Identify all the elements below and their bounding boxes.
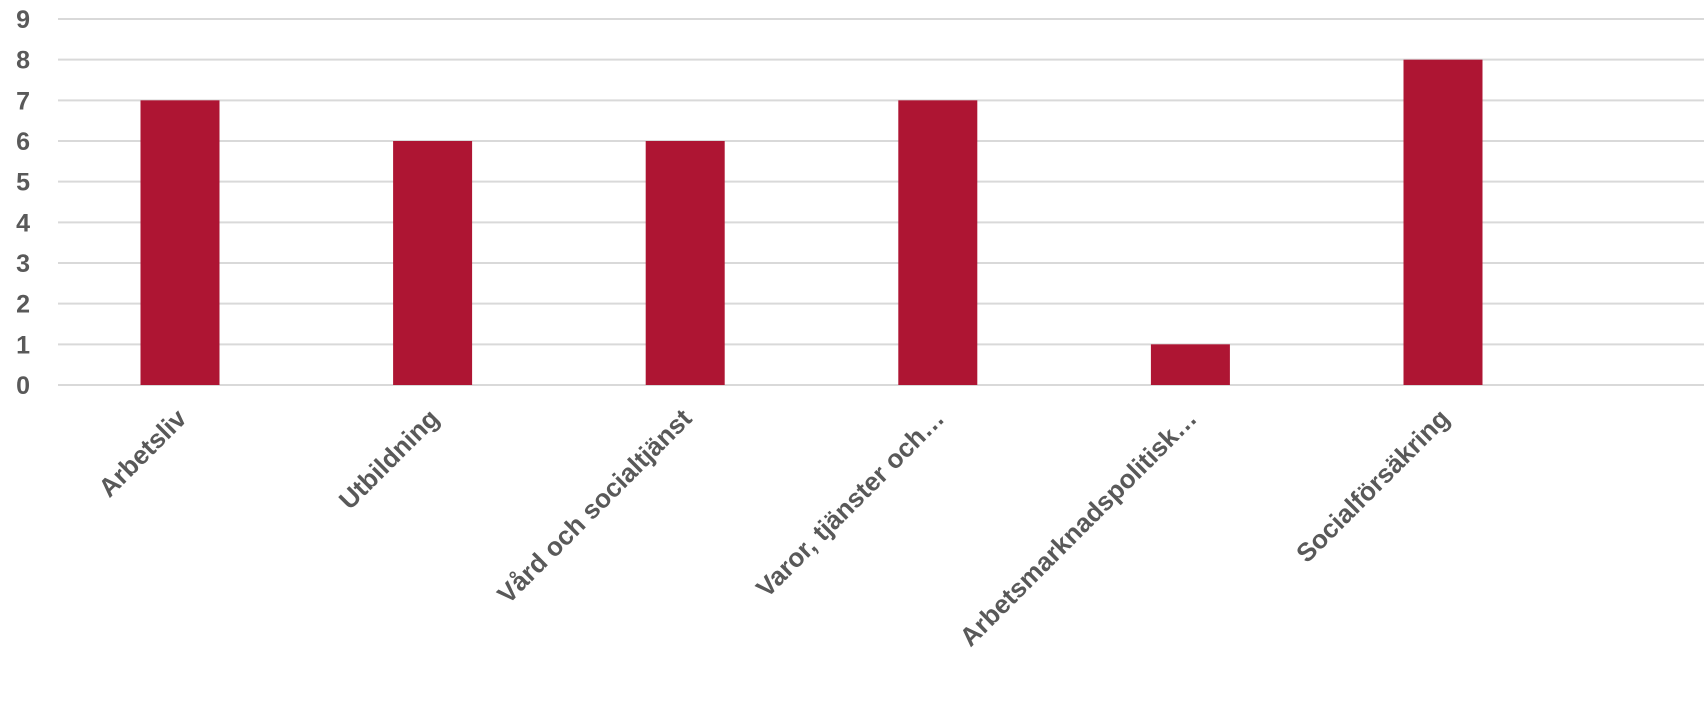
y-axis-ticks: 0 1 2 3 4 5 6 7 8 9 bbox=[16, 6, 30, 400]
y-tick-label: 3 bbox=[16, 250, 30, 278]
y-tick-label: 4 bbox=[16, 209, 30, 237]
bar bbox=[140, 100, 220, 385]
bar bbox=[1150, 344, 1230, 385]
y-tick-label: 1 bbox=[16, 331, 30, 359]
y-tick-label: 6 bbox=[16, 128, 30, 156]
y-tick-label: 9 bbox=[16, 6, 30, 34]
x-tick-label: Varor, tjänster och… bbox=[750, 403, 950, 603]
bar bbox=[898, 100, 978, 385]
y-tick-label: 0 bbox=[16, 372, 30, 400]
y-tick-label: 5 bbox=[16, 169, 30, 197]
bar bbox=[1403, 59, 1483, 386]
bar bbox=[393, 141, 473, 385]
x-tick-label: Arbetsliv bbox=[92, 403, 192, 503]
x-tick-label: Vård och socialtjänst bbox=[491, 403, 697, 609]
gridlines bbox=[58, 18, 1704, 386]
y-tick-label: 7 bbox=[16, 87, 30, 115]
bars bbox=[140, 59, 1483, 386]
x-axis-ticks: Arbetsliv Utbildning Vård och socialtjänst… bbox=[92, 403, 1455, 652]
y-tick-label: 2 bbox=[16, 291, 30, 319]
bar bbox=[645, 141, 725, 385]
x-tick-label: Utbildning bbox=[333, 403, 445, 515]
x-tick-label: Socialförsäkring bbox=[1290, 403, 1455, 568]
x-tick-label: Arbetsmarknadspolitisk… bbox=[954, 403, 1203, 652]
y-tick-label: 8 bbox=[16, 47, 30, 75]
